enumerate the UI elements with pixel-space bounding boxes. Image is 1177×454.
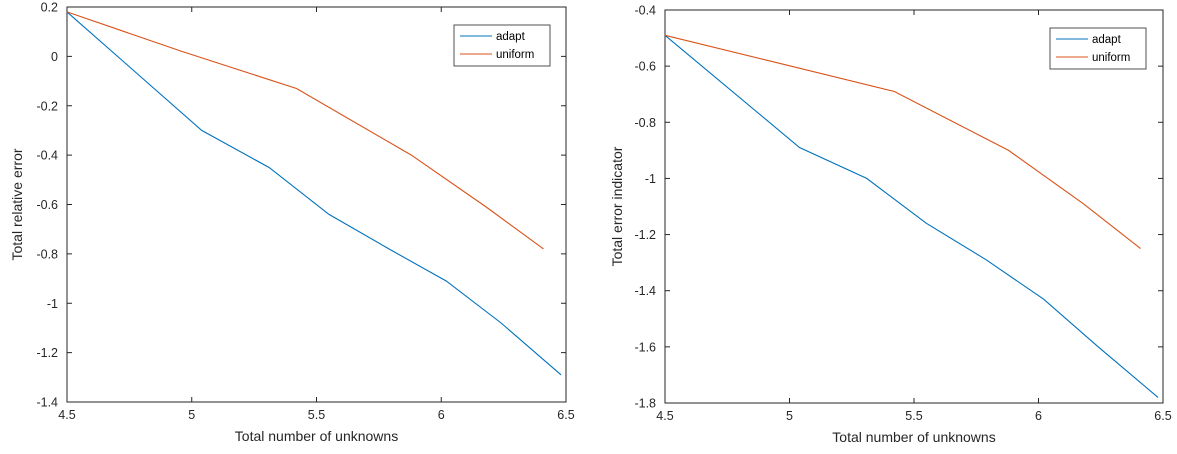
y-tick-label: -1.4 (634, 284, 656, 298)
legend-label-adapt: adapt (1092, 34, 1122, 46)
y-tick-label: -0.8 (634, 116, 656, 130)
y-tick-label: -1 (645, 172, 656, 186)
series-line-uniform (66, 11, 544, 250)
x-tick-label: 5 (786, 409, 793, 423)
x-tick-label: 6 (1035, 409, 1042, 423)
y-tick-label: -1.4 (36, 396, 58, 410)
x-axis-label: Total number of unknowns (832, 429, 995, 445)
y-tick-label: -1.8 (634, 397, 656, 411)
series-line-adapt (664, 34, 1159, 398)
x-tick-label: 6.5 (1154, 409, 1171, 423)
series-line-adapt (66, 11, 562, 376)
legend-box (1049, 27, 1147, 70)
y-tick-label: -0.6 (36, 198, 58, 212)
plot-area (664, 9, 1164, 404)
y-tick-label: -1 (47, 297, 58, 311)
chart-panel-2: 4.5 5 5.5 6 6.5 -0.4 -0.6 -0.8 -1 -1.2 -1.4 -1.6 -1.… (609, 4, 1172, 446)
y-tick-label: -1.2 (634, 228, 656, 242)
x-tick-label: 4.5 (58, 408, 75, 422)
series-line-uniform (664, 34, 1141, 250)
legend-label-uniform: uniform (1092, 52, 1130, 64)
y-tick-label: -0.8 (36, 247, 58, 261)
y-axis-label: Total error indicator (609, 146, 625, 266)
x-tick-label: 5.5 (905, 409, 922, 423)
legend-box (453, 24, 551, 67)
chart-panel-1: 4.5 5 5.5 6 6.5 0.2 0 -0.2 -0.4 -0.6 -0.8 -1 -1.2 -1.… (9, 1, 575, 445)
x-axis-label: Total number of unknowns (235, 428, 398, 444)
y-tick-label: -0.4 (36, 149, 58, 163)
x-tick-label: 4.5 (656, 409, 673, 423)
legend: adapt uniform (1049, 27, 1147, 70)
x-tick-label: 6.5 (557, 408, 574, 422)
y-tick-label: -0.2 (36, 99, 58, 113)
x-tick-label: 5.5 (308, 408, 325, 422)
y-axis-label: Total relative error (9, 148, 25, 260)
legend: adapt uniform (453, 24, 551, 67)
x-tick-label: 5 (188, 408, 195, 422)
legend-label-uniform: uniform (496, 49, 534, 61)
y-tick-label: -0.6 (634, 60, 656, 74)
x-tick-label: 6 (438, 408, 445, 422)
legend-label-adapt: adapt (496, 31, 526, 43)
y-tick-label: -1.2 (36, 346, 58, 360)
y-tick-label: 0.2 (41, 1, 58, 15)
y-tick-label: -0.4 (634, 4, 656, 18)
y-tick-label: -1.6 (634, 340, 656, 354)
y-tick-label: 0 (51, 50, 58, 64)
